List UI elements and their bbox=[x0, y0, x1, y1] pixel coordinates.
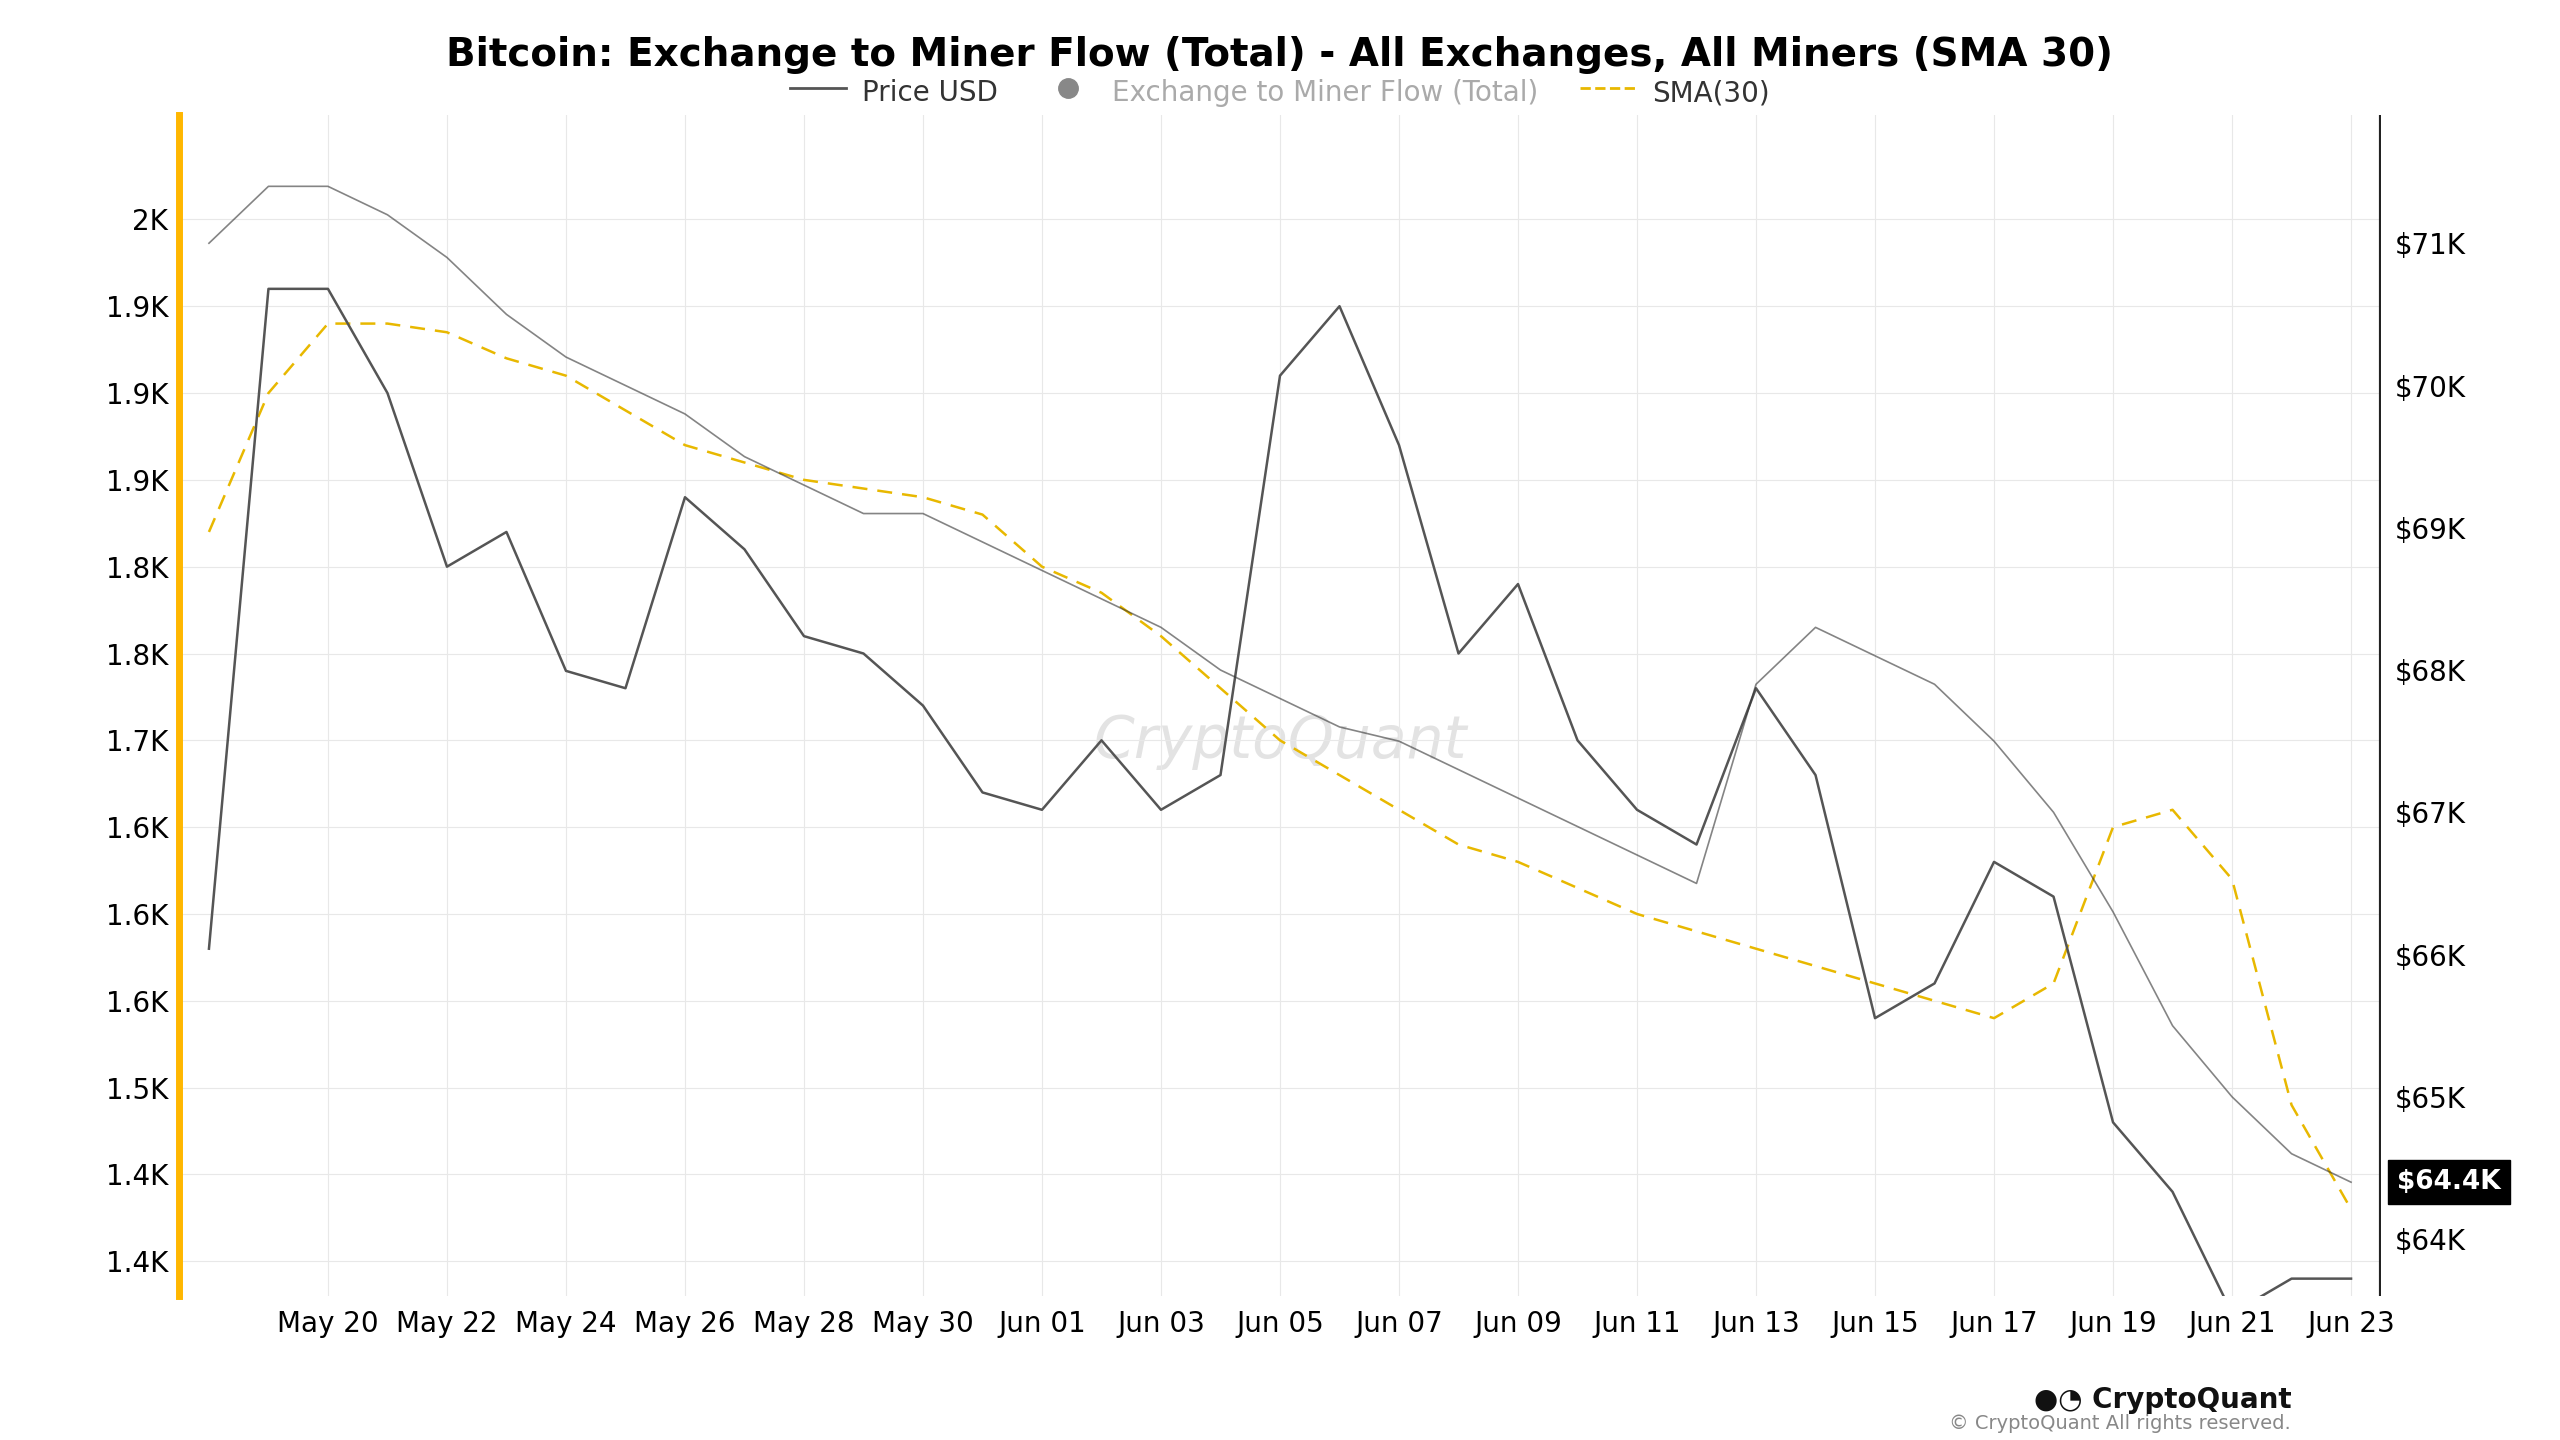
Text: ●◔ CryptoQuant: ●◔ CryptoQuant bbox=[2033, 1387, 2291, 1414]
Text: © CryptoQuant All rights reserved.: © CryptoQuant All rights reserved. bbox=[1951, 1414, 2291, 1433]
Text: Bitcoin: Exchange to Miner Flow (Total) - All Exchanges, All Miners (SMA 30): Bitcoin: Exchange to Miner Flow (Total) … bbox=[445, 36, 2115, 73]
Text: $64.4K: $64.4K bbox=[2399, 1169, 2501, 1195]
Legend: Price USD, Exchange to Miner Flow (Total), SMA(30): Price USD, Exchange to Miner Flow (Total… bbox=[778, 65, 1782, 121]
Text: CryptoQuant: CryptoQuant bbox=[1093, 713, 1467, 769]
